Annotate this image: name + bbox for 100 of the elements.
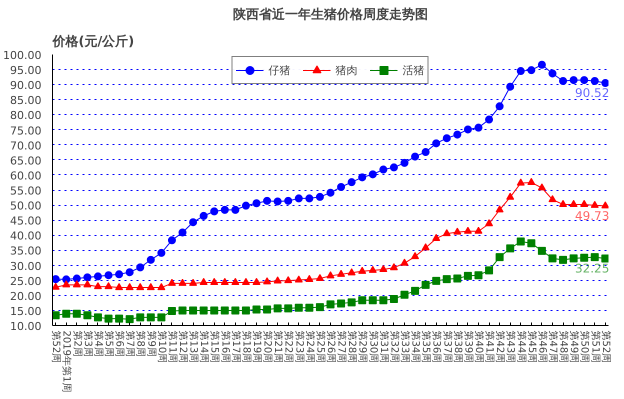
point bbox=[115, 314, 124, 323]
x-tick-label: 第16周 bbox=[219, 330, 232, 364]
point bbox=[453, 274, 462, 283]
point bbox=[601, 201, 608, 208]
point bbox=[474, 226, 482, 234]
point bbox=[52, 311, 60, 320]
x-tick-label: 第48周 bbox=[558, 330, 570, 364]
y-tick-label: 50.00 bbox=[10, 200, 42, 213]
y-tick-label: 100.00 bbox=[3, 49, 42, 62]
point bbox=[411, 286, 420, 295]
point bbox=[178, 306, 187, 314]
y-tick-label: 20.00 bbox=[10, 290, 42, 303]
y-tick-label: 30.00 bbox=[10, 260, 42, 273]
point bbox=[422, 243, 430, 250]
x-tick-label: 第4周 bbox=[92, 330, 104, 357]
point bbox=[52, 282, 60, 290]
point bbox=[548, 254, 556, 262]
x-tick-label: 第25周 bbox=[314, 330, 326, 364]
x-tick-label: 第51周 bbox=[589, 330, 602, 364]
x-tick-label: 第42周 bbox=[494, 330, 506, 364]
x-tick-label: 第18周 bbox=[240, 330, 252, 364]
point bbox=[305, 194, 314, 202]
point bbox=[115, 270, 124, 278]
x-tick-label: 第41周 bbox=[484, 330, 496, 364]
point bbox=[559, 256, 568, 264]
point bbox=[104, 282, 113, 290]
y-tick-label: 15.00 bbox=[10, 304, 42, 318]
point bbox=[157, 283, 166, 290]
x-tick-label: 第32周 bbox=[388, 330, 400, 364]
legend-label: 活猪 bbox=[402, 62, 424, 78]
point bbox=[559, 200, 568, 207]
point bbox=[168, 307, 176, 316]
point bbox=[580, 76, 588, 84]
x-tick-label: 第6周 bbox=[114, 330, 126, 357]
x-tick-label: 第38周 bbox=[452, 330, 464, 364]
point bbox=[390, 295, 398, 303]
y-tick-label: 65.00 bbox=[10, 154, 42, 168]
point bbox=[284, 304, 292, 312]
legend-label: 仔猪 bbox=[268, 62, 290, 78]
point bbox=[527, 178, 536, 185]
point bbox=[590, 200, 599, 208]
point bbox=[210, 207, 218, 216]
point bbox=[72, 310, 81, 318]
x-tick-label: 第49周 bbox=[568, 330, 580, 364]
point bbox=[580, 254, 588, 262]
point bbox=[231, 306, 240, 314]
point bbox=[506, 244, 514, 252]
point bbox=[284, 196, 292, 205]
point bbox=[136, 283, 144, 290]
point bbox=[400, 258, 408, 266]
point bbox=[422, 280, 430, 289]
point bbox=[379, 296, 388, 304]
x-tick-label: 第22周 bbox=[282, 330, 295, 364]
y-tick-label: 60.00 bbox=[10, 169, 42, 182]
x-tick-label: 第39周 bbox=[462, 330, 474, 364]
point bbox=[200, 278, 208, 285]
x-tick-label: 第8周 bbox=[134, 330, 147, 357]
point bbox=[316, 303, 324, 312]
point bbox=[442, 275, 451, 284]
point bbox=[189, 306, 198, 314]
point bbox=[432, 234, 440, 241]
x-tick-label: 第44周 bbox=[515, 330, 528, 364]
point bbox=[601, 254, 608, 263]
point bbox=[422, 148, 430, 156]
point bbox=[368, 170, 377, 178]
x-tick-label: 第3周 bbox=[82, 330, 94, 357]
point bbox=[538, 183, 546, 190]
point bbox=[231, 278, 240, 285]
point bbox=[559, 77, 568, 85]
data-label: 32.25 bbox=[574, 262, 610, 276]
x-tick-label: 第28周 bbox=[346, 330, 358, 364]
point bbox=[411, 152, 420, 161]
point bbox=[178, 278, 187, 286]
point bbox=[474, 271, 482, 280]
point bbox=[242, 202, 250, 210]
point bbox=[516, 67, 525, 76]
point bbox=[580, 200, 588, 207]
x-tick-label: 第12周 bbox=[177, 330, 190, 364]
point bbox=[379, 166, 388, 174]
chart-title: 陕西省近一年生猪价格周度走势图 bbox=[233, 6, 428, 22]
point bbox=[411, 252, 420, 260]
point bbox=[274, 304, 282, 312]
point bbox=[496, 205, 504, 212]
point bbox=[527, 239, 536, 248]
point bbox=[442, 229, 451, 236]
y-tick-label: 40.00 bbox=[10, 230, 42, 243]
point bbox=[220, 306, 229, 314]
point bbox=[200, 306, 208, 314]
point bbox=[368, 296, 377, 304]
point bbox=[305, 304, 314, 312]
x-tick-label: 第13周 bbox=[188, 330, 200, 364]
point bbox=[252, 278, 261, 285]
x-tick-label: 第5周 bbox=[103, 330, 116, 357]
point bbox=[326, 188, 334, 197]
point bbox=[570, 254, 578, 262]
point bbox=[348, 298, 356, 306]
point bbox=[72, 274, 81, 283]
x-tick-label: 第36周 bbox=[430, 330, 443, 364]
x-tick-label: 第24周 bbox=[304, 330, 316, 364]
point bbox=[538, 60, 546, 69]
